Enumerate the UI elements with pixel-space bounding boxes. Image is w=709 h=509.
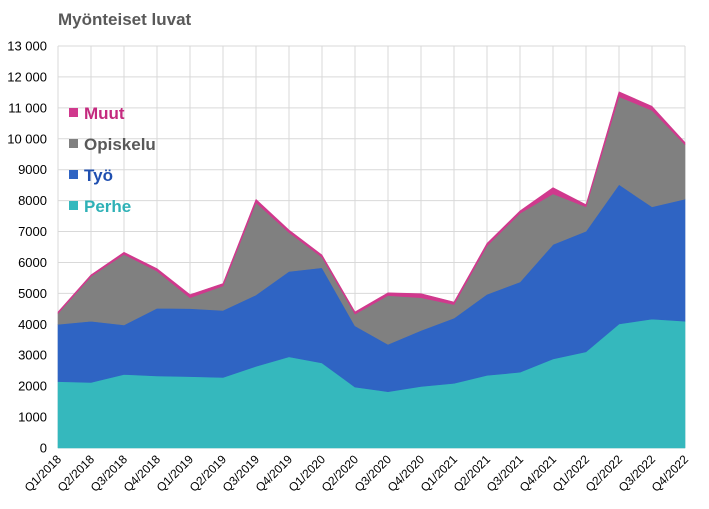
area-series xyxy=(57,91,686,449)
legend-label: Perhe xyxy=(84,197,131,216)
y-tick-label: 0 xyxy=(40,441,47,456)
legend-item-perhe: Perhe xyxy=(69,197,131,216)
chart-title: Myönteiset luvat xyxy=(58,10,192,29)
legend-item-työ: Työ xyxy=(69,166,113,185)
legend-swatch xyxy=(69,139,78,148)
y-tick-label: 6000 xyxy=(18,255,47,270)
y-tick-label: 2000 xyxy=(18,379,47,394)
x-axis-ticks: Q1/2018Q2/2018Q3/2018Q4/2018Q1/2019Q2/20… xyxy=(22,452,692,495)
y-tick-label: 9000 xyxy=(18,162,47,177)
y-axis-ticks: 0 1000 2000 3000 4000 5000 6000 7000 8000 9000 10 … xyxy=(7,39,47,456)
y-tick-label: 10 000 xyxy=(7,131,47,146)
series-area-muut xyxy=(57,91,686,315)
legend-label: Opiskelu xyxy=(84,135,156,154)
legend-label: Muut xyxy=(84,104,125,123)
y-tick-label: 8000 xyxy=(18,193,47,208)
y-tick-label: 11 000 xyxy=(8,100,47,115)
y-tick-label: 1000 xyxy=(18,410,47,425)
y-tick-label: 5000 xyxy=(18,286,47,301)
y-tick-label: 13 000 xyxy=(7,39,47,54)
y-tick-label: 7000 xyxy=(18,224,47,239)
legend-swatch xyxy=(69,108,78,117)
y-tick-label: 12 000 xyxy=(7,69,47,84)
legend-item-opiskelu: Opiskelu xyxy=(69,135,156,154)
legend-item-muut: Muut xyxy=(69,104,125,123)
y-tick-label: 3000 xyxy=(18,348,47,363)
legend-label: Työ xyxy=(84,166,113,185)
legend-swatch xyxy=(69,170,78,179)
x-tick-label: Q4/2022 xyxy=(649,452,692,495)
legend: Muut Opiskelu Työ Perhe xyxy=(69,104,156,216)
y-tick-label: 4000 xyxy=(18,317,47,332)
legend-swatch xyxy=(69,201,78,210)
